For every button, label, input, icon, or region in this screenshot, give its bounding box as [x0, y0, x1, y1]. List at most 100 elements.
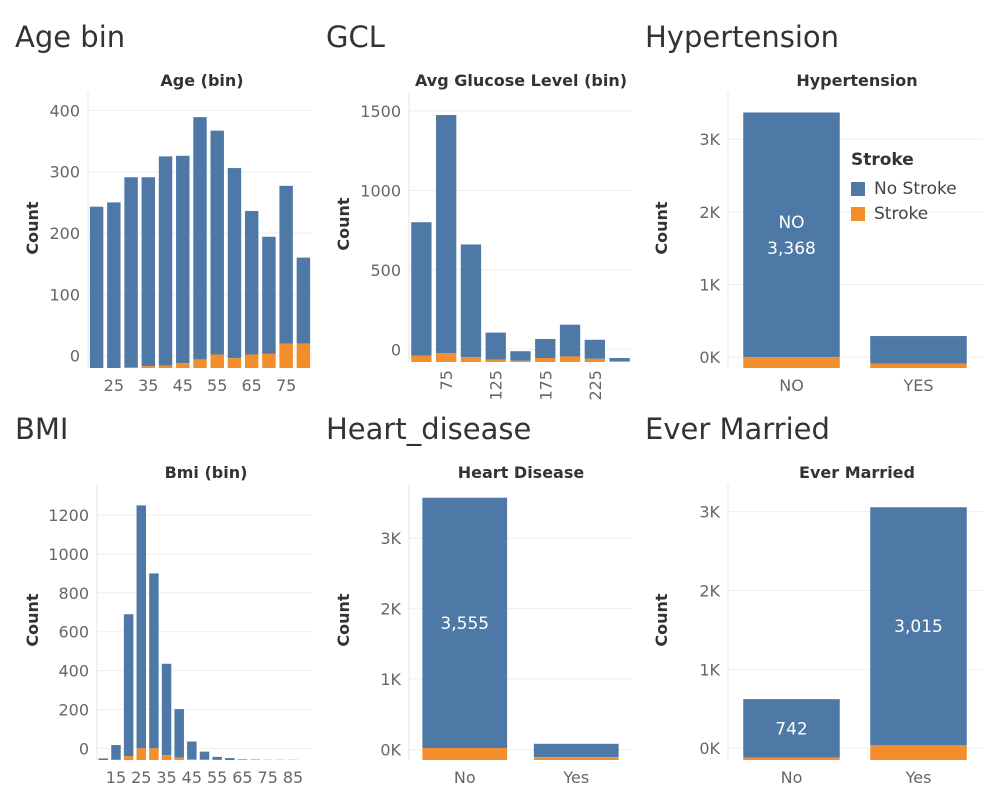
panel-heading-bmi: BMI [15, 412, 69, 446]
bar-stroke[interactable] [227, 358, 242, 368]
bar-stroke[interactable] [174, 757, 184, 760]
bar-no-stroke[interactable] [422, 497, 508, 749]
y-tick-label: 1000 [360, 181, 401, 200]
bar-no-stroke[interactable] [89, 206, 104, 368]
bar-no-stroke[interactable] [296, 257, 311, 344]
bar-no-stroke[interactable] [212, 756, 222, 760]
bar-stroke[interactable] [743, 757, 840, 760]
panel-heading-heart: Heart_disease [326, 412, 532, 446]
bar-no-stroke[interactable] [533, 743, 619, 758]
bar-no-stroke[interactable] [123, 614, 134, 757]
bar-no-stroke[interactable] [485, 332, 506, 360]
bar-no-stroke[interactable] [510, 351, 531, 361]
y-tick-label: 2K [380, 600, 401, 619]
bar-stroke[interactable] [124, 367, 138, 368]
bar-stroke[interactable] [460, 357, 482, 362]
x-tick-label: 25 [131, 768, 151, 787]
bar-stroke[interactable] [535, 358, 556, 362]
bar-no-stroke[interactable] [124, 177, 138, 368]
panel-heading-married: Ever Married [645, 412, 830, 446]
bar-no-stroke[interactable] [237, 759, 248, 760]
chart-title: Avg Glucose Level (bin) [415, 71, 627, 90]
panel-heading-hypertension: Hypertension [645, 20, 840, 54]
x-tick-label: 35 [156, 768, 176, 787]
bar-stroke[interactable] [123, 756, 134, 760]
y-tick-label: 2K [699, 581, 720, 600]
bar-stroke[interactable] [296, 343, 311, 368]
bar-stroke[interactable] [870, 363, 967, 368]
bar-no-stroke[interactable] [559, 324, 581, 357]
bar-no-stroke[interactable] [199, 751, 210, 760]
bar-stroke[interactable] [485, 359, 506, 362]
bar-no-stroke[interactable] [609, 358, 630, 362]
bar-stroke[interactable] [262, 353, 276, 368]
bar-stroke[interactable] [244, 354, 259, 368]
bar-no-stroke[interactable] [141, 177, 156, 367]
stroke-legend[interactable]: Stroke No Stroke Stroke [851, 150, 957, 226]
bar-stroke[interactable] [176, 363, 190, 368]
bar-stroke[interactable] [158, 365, 173, 368]
bar-stroke[interactable] [609, 361, 630, 362]
bar-no-stroke[interactable] [535, 338, 556, 359]
x-tick-label: 65 [242, 376, 262, 395]
bar-no-stroke[interactable] [870, 336, 967, 364]
bar-stroke[interactable] [743, 357, 840, 368]
panel-heading-gcl: GCL [326, 20, 385, 54]
bar-stroke[interactable] [187, 759, 197, 760]
bar-no-stroke[interactable] [136, 505, 147, 749]
y-tick-label: 200 [58, 700, 89, 719]
bar-no-stroke[interactable] [870, 507, 967, 746]
legend-item-stroke[interactable]: Stroke [851, 201, 957, 226]
x-tick-label: YES [902, 376, 933, 395]
bar-no-stroke[interactable] [161, 663, 172, 756]
x-tick-label: 65 [232, 768, 252, 787]
bar-stroke[interactable] [559, 356, 581, 362]
panel-heading-age: Age bin [15, 20, 126, 54]
bar-no-stroke[interactable] [411, 222, 432, 356]
bar-stroke[interactable] [422, 748, 508, 760]
bar-no-stroke[interactable] [98, 758, 109, 760]
bar-stroke[interactable] [161, 755, 172, 760]
bar-stroke[interactable] [149, 748, 159, 760]
bar-no-stroke[interactable] [158, 156, 173, 366]
bar-stroke[interactable] [436, 353, 457, 362]
bar-no-stroke[interactable] [279, 185, 293, 344]
bar-no-stroke[interactable] [174, 709, 184, 758]
bar-no-stroke[interactable] [244, 210, 259, 355]
bar-no-stroke[interactable] [262, 236, 276, 354]
y-axis-label: Count [23, 201, 42, 255]
bar-stroke[interactable] [279, 343, 293, 368]
bar-stroke[interactable] [510, 360, 531, 362]
bar-stroke[interactable] [141, 366, 156, 368]
bar-no-stroke[interactable] [460, 244, 482, 358]
bar-no-stroke[interactable] [111, 745, 121, 760]
bar-stroke[interactable] [136, 748, 147, 760]
bar-no-stroke[interactable] [743, 699, 840, 758]
bar-stroke[interactable] [533, 757, 619, 760]
bar-no-stroke[interactable] [227, 168, 242, 359]
bar-no-stroke[interactable] [187, 741, 197, 760]
bar-stroke[interactable] [193, 359, 207, 368]
x-tick-label: 55 [207, 376, 227, 395]
bar-no-stroke[interactable] [107, 202, 121, 368]
x-tick-label: No [454, 768, 476, 787]
chart-title: Heart Disease [458, 463, 585, 482]
bar-no-stroke[interactable] [210, 130, 224, 355]
y-tick-label: 0K [699, 348, 720, 367]
bar-no-stroke[interactable] [225, 758, 235, 760]
bar-no-stroke[interactable] [176, 155, 190, 364]
legend-item-no-stroke[interactable]: No Stroke [851, 176, 957, 201]
bar-no-stroke[interactable] [149, 573, 159, 749]
bar-no-stroke[interactable] [584, 339, 605, 359]
bar-no-stroke[interactable] [193, 117, 207, 360]
bar-no-stroke[interactable] [436, 115, 457, 354]
bar-stroke[interactable] [584, 358, 605, 362]
bar-no-stroke[interactable] [743, 112, 840, 358]
bar-stroke[interactable] [199, 759, 210, 760]
bar-stroke[interactable] [411, 355, 432, 362]
bar-stroke[interactable] [210, 354, 224, 368]
bar-stroke[interactable] [870, 745, 967, 760]
